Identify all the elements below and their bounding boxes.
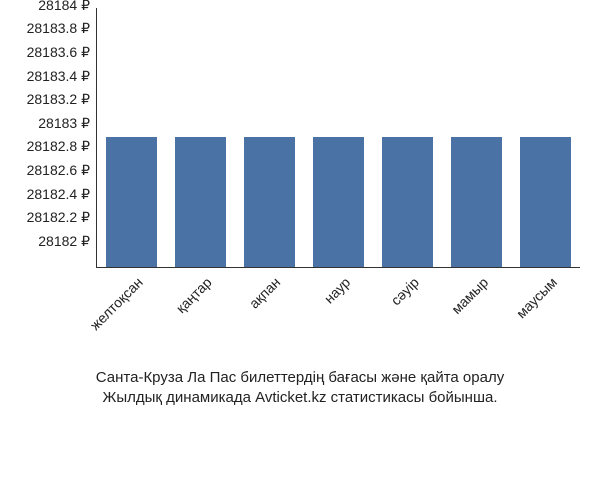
y-tick-label: 28183.2 ₽ [27,92,90,116]
y-tick-label: 28182 ₽ [38,234,90,258]
bar-slot [442,137,511,267]
x-tick-label: маусым [513,274,560,321]
bar [106,137,157,267]
y-axis: 28184 ₽28183.8 ₽28183.6 ₽28183.4 ₽28183.… [0,0,96,258]
y-tick-label: 28183.8 ₽ [27,21,90,45]
plot-area [96,8,580,268]
y-tick-label: 28182.6 ₽ [27,163,90,187]
x-axis: желтоқсанқаңтарақпаннаурсәуірмамырмаусым [96,268,580,348]
bar [520,137,571,267]
y-tick-label: 28183 ₽ [38,116,90,140]
caption-line-2: Жылдық динамикада Avticket.kz статистика… [0,388,600,408]
x-tick-label: қаңтар [173,274,215,316]
bar-slot [373,137,442,267]
chart-caption: Санта-Круза Ла Пас билеттердің бағасы жә… [0,368,600,409]
bar [175,137,226,267]
bar [244,137,295,267]
bars-container [97,137,580,267]
x-tick-label: желтоқсан [87,274,146,333]
caption-line-1: Санта-Круза Ла Пас билеттердің бағасы жә… [0,368,600,388]
bar-slot [166,137,235,267]
x-tick-label: ақпан [246,274,283,311]
bar [382,137,433,267]
y-tick-label: 28182.8 ₽ [27,139,90,163]
bar-slot [304,137,373,267]
x-tick-label: наур [320,274,353,307]
bar-slot [97,137,166,267]
y-tick-label: 28182.2 ₽ [27,210,90,234]
y-tick-label: 28184 ₽ [38,0,90,21]
bar-slot [511,137,580,267]
y-tick-label: 28182.4 ₽ [27,187,90,211]
y-tick-label: 28183.4 ₽ [27,69,90,93]
bar [313,137,364,267]
x-tick-label: сәуір [387,274,421,308]
bar-slot [235,137,304,267]
price-bar-chart: 28184 ₽28183.8 ₽28183.6 ₽28183.4 ₽28183.… [0,8,600,348]
y-tick-label: 28183.6 ₽ [27,45,90,69]
x-tick-label: мамыр [448,274,491,317]
bar [451,137,502,267]
